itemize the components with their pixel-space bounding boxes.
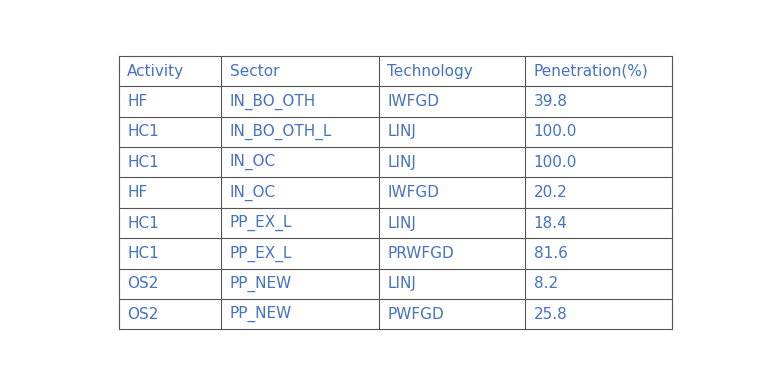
Text: PP_NEW: PP_NEW bbox=[230, 306, 291, 322]
Text: IWFGD: IWFGD bbox=[387, 185, 439, 200]
Text: Sector: Sector bbox=[230, 63, 279, 79]
Text: 100.0: 100.0 bbox=[533, 124, 577, 139]
Text: IN_BO_OTH_L: IN_BO_OTH_L bbox=[230, 124, 332, 140]
Text: 81.6: 81.6 bbox=[533, 246, 568, 261]
Text: LINJ: LINJ bbox=[387, 215, 416, 231]
Text: IN_OC: IN_OC bbox=[230, 185, 275, 201]
Text: Penetration(%): Penetration(%) bbox=[533, 63, 649, 79]
Text: PP_EX_L: PP_EX_L bbox=[230, 215, 292, 231]
Text: HF: HF bbox=[127, 94, 147, 109]
Text: LINJ: LINJ bbox=[387, 124, 416, 139]
Text: 39.8: 39.8 bbox=[533, 94, 568, 109]
Text: IWFGD: IWFGD bbox=[387, 94, 439, 109]
Text: LINJ: LINJ bbox=[387, 155, 416, 170]
Text: PP_EX_L: PP_EX_L bbox=[230, 245, 292, 261]
Text: 25.8: 25.8 bbox=[533, 307, 568, 322]
Text: 8.2: 8.2 bbox=[533, 276, 558, 291]
Text: OS2: OS2 bbox=[127, 276, 159, 291]
Text: HC1: HC1 bbox=[127, 124, 159, 139]
Text: 20.2: 20.2 bbox=[533, 185, 568, 200]
Text: 18.4: 18.4 bbox=[533, 215, 568, 231]
Text: HC1: HC1 bbox=[127, 246, 159, 261]
Text: HC1: HC1 bbox=[127, 155, 159, 170]
Text: PRWFGD: PRWFGD bbox=[387, 246, 454, 261]
Text: HF: HF bbox=[127, 185, 147, 200]
Text: OS2: OS2 bbox=[127, 307, 159, 322]
Text: IN_OC: IN_OC bbox=[230, 154, 275, 170]
Text: PWFGD: PWFGD bbox=[387, 307, 444, 322]
Text: IN_BO_OTH: IN_BO_OTH bbox=[230, 93, 316, 109]
Text: Activity: Activity bbox=[127, 63, 185, 79]
Text: Technology: Technology bbox=[387, 63, 473, 79]
Text: 100.0: 100.0 bbox=[533, 155, 577, 170]
Text: PP_NEW: PP_NEW bbox=[230, 276, 291, 292]
Text: HC1: HC1 bbox=[127, 215, 159, 231]
Text: LINJ: LINJ bbox=[387, 276, 416, 291]
